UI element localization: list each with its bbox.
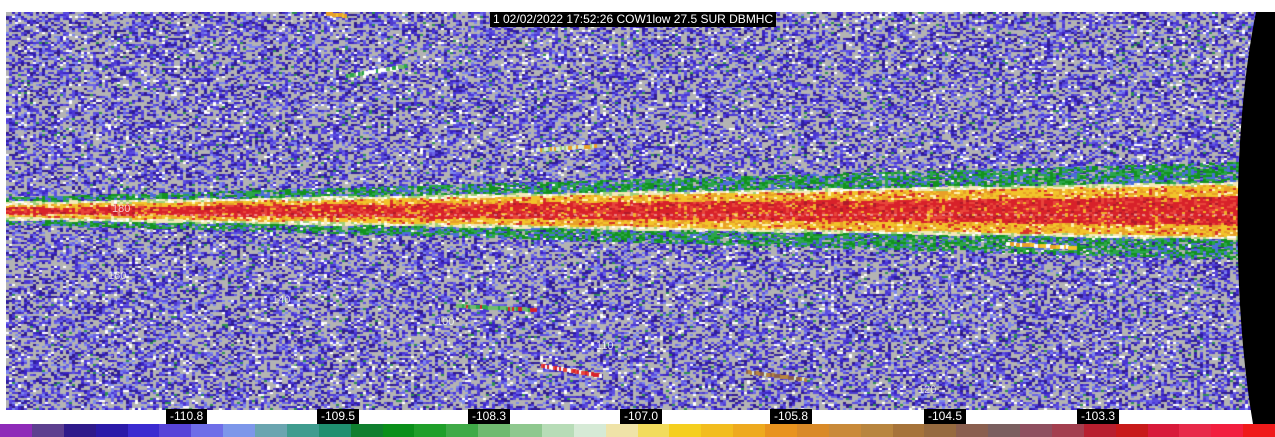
colorbar-swatch	[924, 424, 957, 437]
colorbar-swatch	[286, 424, 319, 437]
colorbar-swatch	[1179, 424, 1212, 437]
colorbar-swatch	[988, 424, 1020, 437]
range-ring-label: 180	[112, 203, 131, 215]
colorbar-swatch	[669, 424, 702, 437]
colorbar-swatch	[892, 424, 925, 437]
colorbar-swatch	[573, 424, 606, 437]
colorbar-swatch	[1083, 424, 1116, 437]
colorbar-swatch	[63, 424, 96, 437]
top-border	[0, 0, 1275, 12]
colorbar-swatch	[414, 424, 447, 437]
colorbar-swatch	[127, 424, 160, 437]
colorbar-tick-label: -110.8	[166, 409, 208, 424]
colorbar-swatch	[1147, 424, 1180, 437]
colorbar-swatch	[796, 424, 829, 437]
colorbar-swatch	[828, 424, 861, 437]
colorbar-swatch	[446, 424, 479, 437]
colorbar-swatch	[956, 424, 989, 437]
colorbar-swatch	[318, 424, 351, 437]
colorbar-swatch	[510, 424, 542, 437]
colorbar-swatch	[350, 424, 383, 437]
colorbar-swatch	[1020, 424, 1052, 437]
colorbar-swatch	[191, 424, 224, 437]
colorbar-swatch	[1211, 424, 1244, 437]
colorbar-tick-label: -109.5	[317, 409, 360, 424]
colorbar-swatch	[733, 424, 765, 437]
colorbar-swatch	[382, 424, 415, 437]
colorbar-swatch	[1051, 424, 1084, 437]
colorbar-tick-label: -104.5	[924, 409, 967, 424]
colorbar-swatch	[701, 424, 734, 437]
range-ring-label: 120	[918, 384, 937, 396]
scan-title: 1 02/02/2022 17:52:26 COW1low 27.5 SUR D…	[490, 12, 777, 27]
colorbar-swatch	[765, 424, 797, 437]
colorbar-swatch	[860, 424, 893, 437]
colorbar-swatch	[1243, 424, 1275, 437]
colorbar-swatch	[478, 424, 510, 437]
range-ring-label: 140	[272, 294, 291, 306]
colorbar	[0, 424, 1275, 437]
colorbar-tick-label: -107.0	[620, 409, 663, 424]
radar-field-canvas[interactable]	[6, 12, 1259, 410]
range-ring-label: 110	[596, 340, 614, 352]
colorbar-tick-label: -103.3	[1077, 409, 1120, 424]
colorbar-swatch	[605, 424, 638, 437]
colorbar-swatch	[31, 424, 64, 437]
colorbar-swatch	[95, 424, 128, 437]
range-ring-label: 160	[108, 270, 127, 282]
colorbar-swatch	[637, 424, 670, 437]
colorbar-tick-label: -105.8	[770, 409, 813, 424]
colorbar-swatch	[0, 424, 32, 437]
colorbar-swatch	[1115, 424, 1148, 437]
colorbar-swatch	[159, 424, 192, 437]
colorbar-swatch	[255, 424, 287, 437]
colorbar-swatch	[541, 424, 574, 437]
colorbar-swatch	[223, 424, 255, 437]
range-ring-label: 100	[436, 316, 455, 328]
colorbar-tick-label: -108.3	[468, 409, 511, 424]
